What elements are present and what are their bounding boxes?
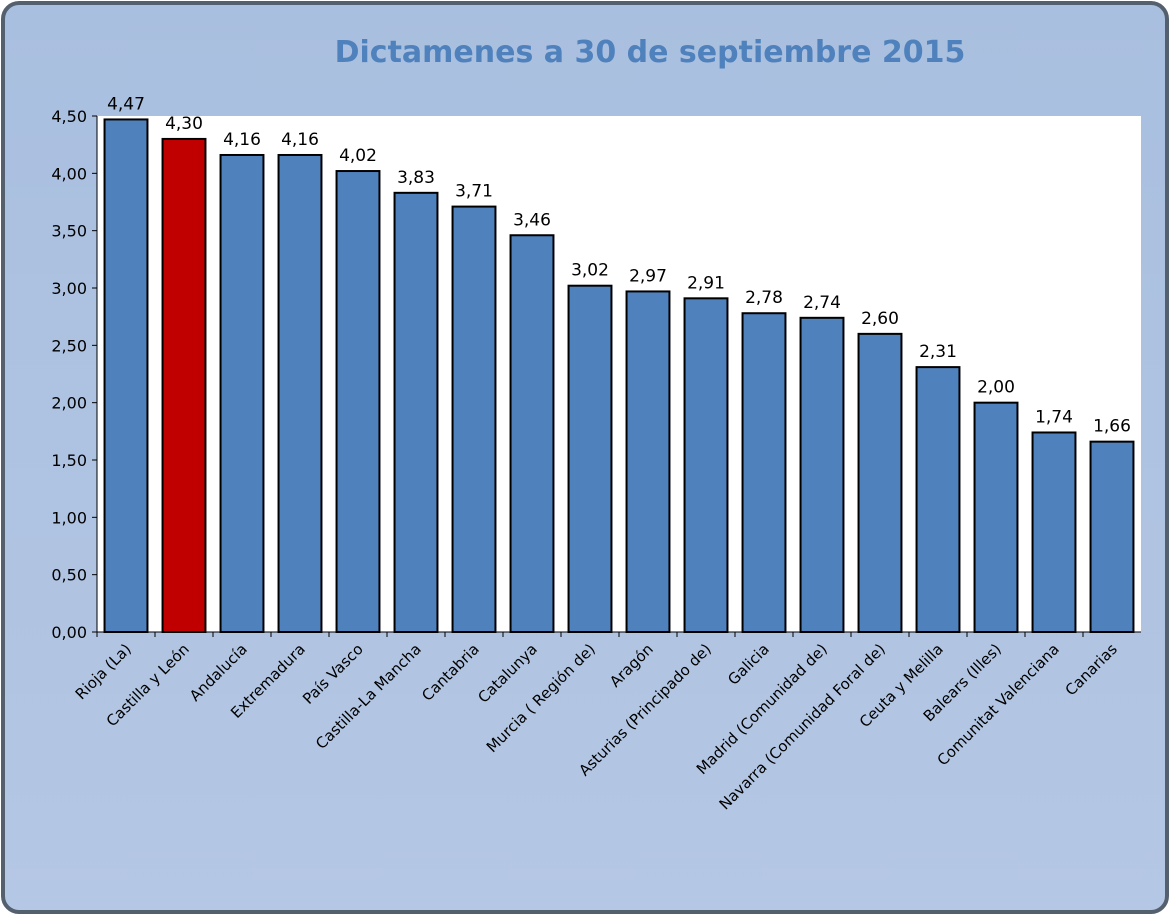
bar: [625, 290, 671, 633]
y-tick-label: 4,50: [51, 107, 87, 126]
value-label: 4,02: [339, 146, 377, 166]
value-label: 2,97: [629, 266, 667, 286]
bar: [103, 118, 149, 633]
value-label: 3,71: [455, 182, 493, 202]
bar: [393, 191, 439, 633]
y-tick-label: 4,00: [51, 164, 87, 183]
y-tick-label: 2,00: [51, 394, 87, 413]
value-label: 4,16: [223, 130, 261, 150]
y-tick-label: 3,00: [51, 279, 87, 298]
value-label: 2,00: [977, 378, 1015, 398]
bar: [1089, 440, 1135, 633]
bar: [567, 284, 613, 633]
bar: [509, 234, 555, 633]
bar: [857, 332, 903, 633]
value-label: 3,83: [397, 168, 435, 188]
bar: [219, 153, 265, 633]
bar: [277, 153, 323, 633]
value-label: 2,91: [687, 273, 725, 293]
value-label: 2,74: [803, 293, 841, 313]
y-tick-label: 1,50: [51, 451, 87, 470]
value-label: 4,30: [165, 114, 203, 134]
chart-title: Dictamenes a 30 de septiembre 2015: [335, 35, 966, 70]
value-label: 1,74: [1035, 407, 1073, 427]
value-label: 4,47: [107, 94, 145, 114]
bar: [451, 205, 497, 633]
value-label: 3,46: [513, 210, 551, 230]
bar: [741, 312, 787, 633]
bar: [1031, 431, 1077, 634]
y-tick-label: 3,50: [51, 222, 87, 241]
bar: [799, 316, 845, 633]
value-label: 4,16: [281, 130, 319, 150]
bar: [161, 137, 207, 634]
value-label: 2,31: [919, 342, 957, 362]
value-label: 2,78: [745, 288, 783, 308]
value-label: 3,02: [571, 261, 609, 281]
value-label: 1,66: [1093, 417, 1131, 437]
value-label: 2,60: [861, 309, 899, 329]
bar: [973, 401, 1019, 633]
y-tick-label: 2,50: [51, 336, 87, 355]
y-tick-label: 0,00: [51, 623, 87, 642]
y-tick-label: 1,00: [51, 508, 87, 527]
bar: [915, 366, 961, 633]
bar: [335, 170, 381, 633]
plot-area: [97, 116, 1141, 632]
y-tick-label: 0,50: [51, 566, 87, 585]
bar: [683, 297, 729, 633]
